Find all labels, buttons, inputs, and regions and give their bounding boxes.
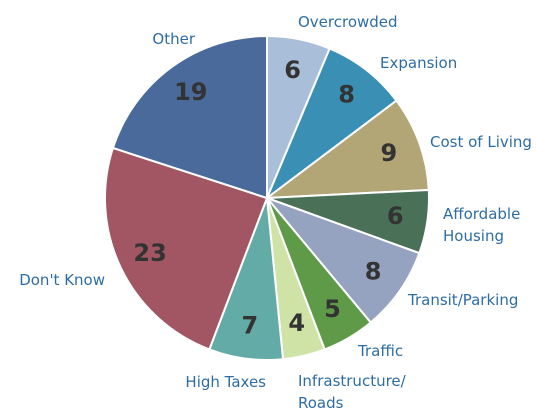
- category-label: Other: [152, 30, 195, 48]
- value-label: 4: [288, 309, 305, 337]
- value-label: 19: [174, 78, 207, 106]
- category-label: Affordable Housing: [443, 205, 521, 245]
- category-label: Overcrowded: [298, 13, 398, 31]
- category-label: Expansion: [380, 54, 458, 72]
- category-label: Transit/Parking: [408, 291, 519, 309]
- pie-slice: [263, 195, 421, 324]
- value-label: 6: [284, 56, 301, 84]
- pie-slice: [104, 146, 269, 351]
- category-label: High Taxes: [185, 373, 266, 391]
- category-label: Infrastructure/ Roads: [298, 372, 406, 409]
- value-label: 8: [338, 81, 355, 109]
- value-label: 9: [381, 139, 398, 167]
- pie-slice: [263, 99, 430, 200]
- category-label: Don't Know: [19, 271, 105, 289]
- value-label: 5: [324, 295, 341, 323]
- value-label: 23: [133, 239, 166, 267]
- category-label: Traffic: [358, 342, 404, 360]
- pie-slice: [264, 47, 398, 202]
- value-label: 7: [242, 311, 259, 339]
- value-label: 8: [365, 257, 382, 285]
- category-label: Cost of Living: [430, 133, 532, 151]
- pie-slice: [111, 34, 268, 200]
- value-label: 6: [387, 202, 404, 230]
